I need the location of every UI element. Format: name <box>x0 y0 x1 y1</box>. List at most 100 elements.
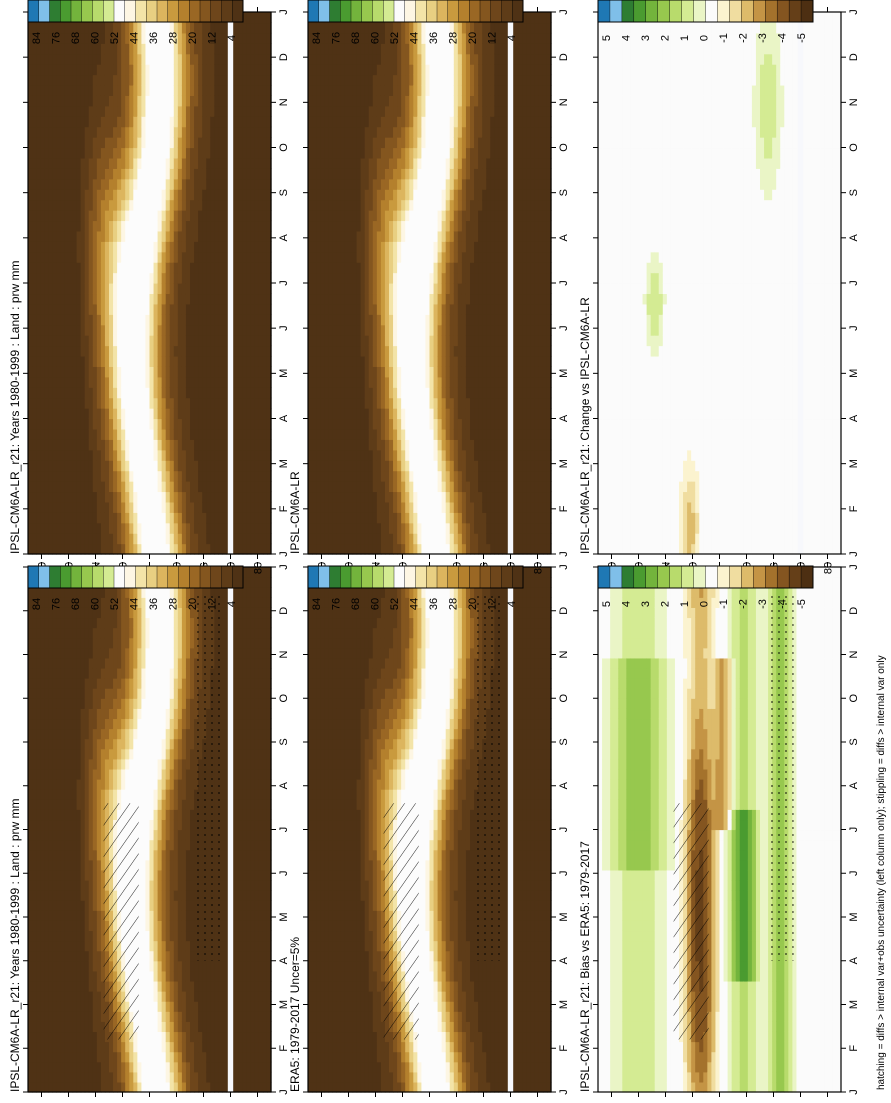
month-tick-label: J <box>278 564 290 570</box>
colorbar-label: 0 <box>699 601 711 607</box>
colorbar-swatch <box>136 566 147 588</box>
heatmap-field <box>28 12 272 555</box>
colorbar-swatch <box>394 0 405 22</box>
month-tick-label: M <box>848 459 860 468</box>
colorbar-swatch <box>789 566 801 588</box>
month-tick-label: A <box>278 234 290 242</box>
colorbar-swatch <box>146 0 157 22</box>
colorbar-swatch <box>50 0 61 22</box>
colorbar-swatch <box>682 0 694 22</box>
colorbar-label: 12 <box>207 32 219 44</box>
colorbar-swatch <box>157 0 168 22</box>
month-tick-label: M <box>848 1000 860 1009</box>
colorbar-label: 36 <box>428 32 440 44</box>
colorbar-label: 4 <box>226 601 238 607</box>
colorbar-swatch <box>729 566 741 588</box>
colorbar-swatch <box>765 0 777 22</box>
month-tick-label: D <box>558 53 570 61</box>
colorbar-label: 52 <box>109 598 121 610</box>
colorbar-label: 60 <box>369 598 381 610</box>
colorbar-swatch <box>512 566 523 588</box>
hatching-region <box>384 803 419 1039</box>
panel-title: ERA5: 1979-2017 Uncer=5% <box>288 937 302 1092</box>
colorbar-label: 28 <box>448 32 460 44</box>
colorbar-swatch <box>60 566 71 588</box>
month-tick-label: A <box>558 234 570 242</box>
colorbar-label: 52 <box>389 598 401 610</box>
heatmap-field <box>308 12 552 555</box>
month-tick-label: S <box>848 738 860 745</box>
month-tick-label: O <box>558 143 570 152</box>
colorbar-swatch <box>168 0 179 22</box>
month-tick-label: J <box>278 827 290 833</box>
colorbar-swatch <box>308 0 319 22</box>
colorbar-swatch <box>729 0 741 22</box>
colorbar-label: 4 <box>620 35 632 41</box>
month-tick-label: A <box>848 781 860 789</box>
colorbar-swatch <box>93 0 104 22</box>
colorbar-swatch <box>801 566 813 588</box>
month-tick-label: S <box>848 189 860 196</box>
colorbar-swatch <box>60 0 71 22</box>
colorbar-swatch <box>753 0 765 22</box>
month-tick-label: A <box>558 414 570 422</box>
panel-row3-left: IPSL-CM6A-LR_r21: Bias vs ERA5: 1979-201… <box>578 562 860 1098</box>
month-tick-label: J <box>848 280 860 286</box>
colorbar-label: 1 <box>679 601 691 607</box>
colorbar-swatch <box>319 566 330 588</box>
colorbar-label: -4 <box>777 599 789 609</box>
month-tick-label: S <box>558 189 570 196</box>
colorbar-swatch <box>179 0 190 22</box>
colorbar-swatch <box>222 0 233 22</box>
month-tick-label: F <box>848 505 860 512</box>
colorbar-swatch <box>125 566 136 588</box>
month-tick-label: A <box>558 956 570 964</box>
panel-row2-left: ERA5: 1979-2017 Uncer=5%JFMAMJJASONDJ806… <box>288 562 570 1098</box>
colorbar-swatch <box>448 566 459 588</box>
colorbar-label: 5 <box>601 601 613 607</box>
colorbar-swatch <box>416 0 427 22</box>
colorbar-label: -3 <box>757 33 769 43</box>
month-tick-label: J <box>278 9 290 15</box>
month-tick-label: M <box>848 912 860 921</box>
colorbar-swatch <box>789 0 801 22</box>
colorbar-swatch <box>330 566 341 588</box>
colorbar-label: -2 <box>738 33 750 43</box>
panel-row1-left: IPSL-CM6A-LR_r21: Years 1980-1999 : Land… <box>8 562 290 1098</box>
colorbar-swatch <box>646 566 658 588</box>
colorbar-swatch <box>634 566 646 588</box>
month-tick-label: J <box>558 827 570 833</box>
colorbar-swatch <box>512 0 523 22</box>
month-tick-label: M <box>558 369 570 378</box>
colorbar-label: -5 <box>796 33 808 43</box>
colorbar-label: 52 <box>109 32 121 44</box>
colorbar-swatch <box>741 566 753 588</box>
colorbar-swatch <box>232 0 243 22</box>
stippling-region <box>197 593 224 961</box>
colorbar-swatch <box>211 566 222 588</box>
colorbar-swatch <box>670 0 682 22</box>
masked-band <box>508 567 513 1092</box>
colorbar-label: 4 <box>506 35 518 41</box>
colorbar-swatch <box>28 566 39 588</box>
colorbar-swatch <box>416 566 427 588</box>
colorbar-label: 36 <box>428 598 440 610</box>
colorbar-label: 44 <box>129 598 141 610</box>
colorbar-swatch <box>469 0 480 22</box>
colorbar-swatch <box>146 566 157 588</box>
colorbar-swatch <box>437 0 448 22</box>
colorbar-swatch <box>610 566 622 588</box>
colorbar-label: 4 <box>620 601 632 607</box>
colorbar-label: 68 <box>70 32 82 44</box>
colorbar-label: 36 <box>148 598 160 610</box>
month-tick-label: O <box>278 143 290 152</box>
month-tick-label: D <box>848 607 860 615</box>
colorbar-label: 44 <box>409 32 421 44</box>
colorbar-swatch <box>405 0 416 22</box>
colorbar-label: 84 <box>31 32 43 44</box>
colorbar-swatch <box>232 566 243 588</box>
colorbar-swatch <box>308 566 319 588</box>
colorbar-swatch <box>502 0 513 22</box>
